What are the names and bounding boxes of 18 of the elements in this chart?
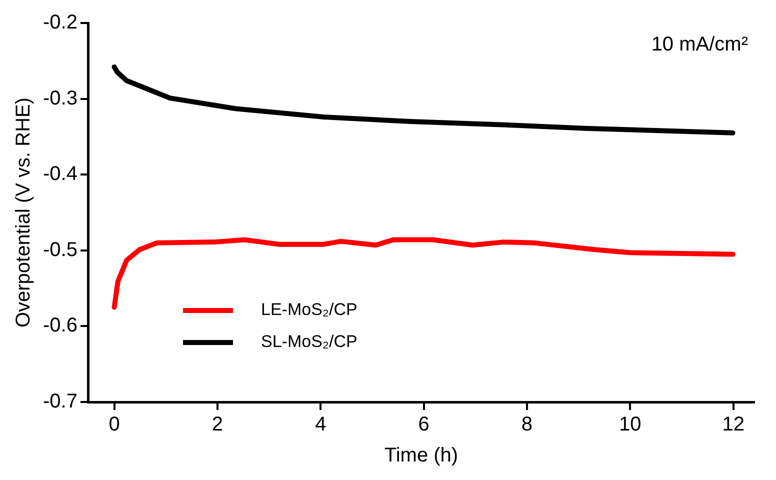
x-tick-label: 10 xyxy=(619,414,642,436)
y-tick-label: -0.6 xyxy=(42,314,78,337)
x-tick-label: 12 xyxy=(722,414,744,436)
x-axis-title: Time (h) xyxy=(384,444,458,467)
x-tick-label: 4 xyxy=(315,414,326,436)
y-tick-label: -0.3 xyxy=(42,87,78,110)
x-tick-label: 2 xyxy=(212,414,224,436)
y-tick-label: -0.2 xyxy=(42,12,78,34)
x-tick-label: 0 xyxy=(108,414,120,436)
legend-label: LE-MoS₂/CP xyxy=(261,300,358,320)
legend-label: SL-MoS₂/CP xyxy=(261,332,358,352)
y-tick-label: -0.5 xyxy=(42,238,78,261)
y-axis-title: Overpotential (V vs. RHE) xyxy=(12,97,35,328)
y-tick-label: -0.4 xyxy=(42,163,78,186)
x-tick-label: 6 xyxy=(418,414,430,436)
y-tick-label: -0.7 xyxy=(42,390,78,413)
annotation: 10 mA/cm² xyxy=(651,34,748,56)
x-tick-label: 8 xyxy=(521,414,533,436)
